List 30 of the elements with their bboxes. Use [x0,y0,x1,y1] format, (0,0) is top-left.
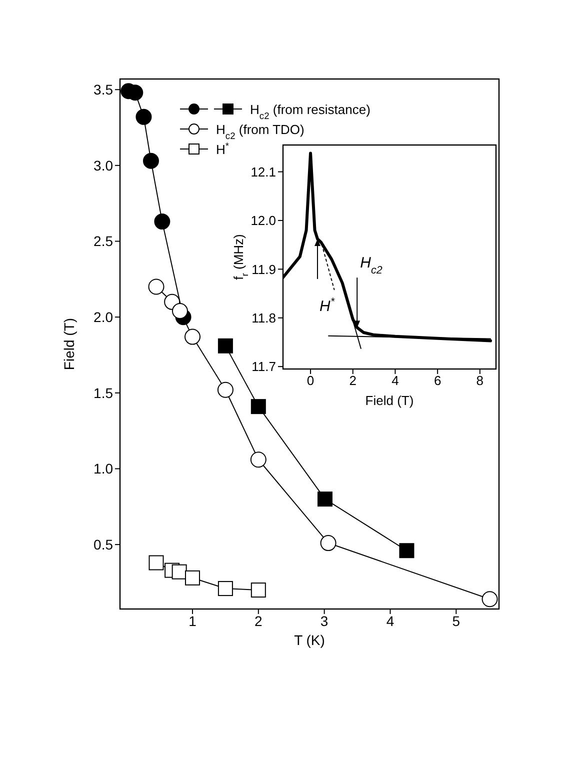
x-tick-label: 2 [254,612,263,629]
annotation: H$^{*}$ [320,296,336,315]
y-tick-label: 3.0 [94,157,114,174]
x-axis-title: Field (T) [365,393,414,408]
x-tick-label: 4 [392,373,399,388]
x-axis-title: T (K) [294,632,325,648]
annotation: H$_{c2}$ [360,254,382,277]
y-tick-label: 12.1 [250,164,276,180]
x-tick-label: 4 [386,612,394,629]
y-tick-label: 12.0 [250,213,276,228]
y-tick-label: 2.5 [94,233,114,250]
y-tick-label: 11.9 [252,262,276,277]
legend-label: H$_{c2}$ (from TDO) [216,122,304,141]
x-tick-label: 5 [452,612,460,629]
legend-label: H$^{*}$ [216,141,230,157]
x-tick-label: 3 [320,612,328,629]
x-tick-label: 6 [434,373,442,388]
y-tick-label: 11.7 [252,359,276,374]
y-tick-label: 1.0 [94,460,114,477]
legend-label: H$_{c2}$ (from resistance) [250,102,370,121]
x-tick-label: 0 [306,373,314,388]
y-tick-label: 0.5 [94,536,114,553]
x-tick-label: 2 [349,373,356,388]
y-tick-label: 11.8 [252,310,276,326]
x-tick-label: 8 [476,373,484,388]
y-tick-label: 2.0 [94,309,114,326]
x-tick-label: 1 [188,612,197,629]
y-tick-label: 3.5 [94,82,114,98]
y-axis-title: Field (T) [61,318,77,370]
y-tick-label: 1.5 [94,384,114,401]
